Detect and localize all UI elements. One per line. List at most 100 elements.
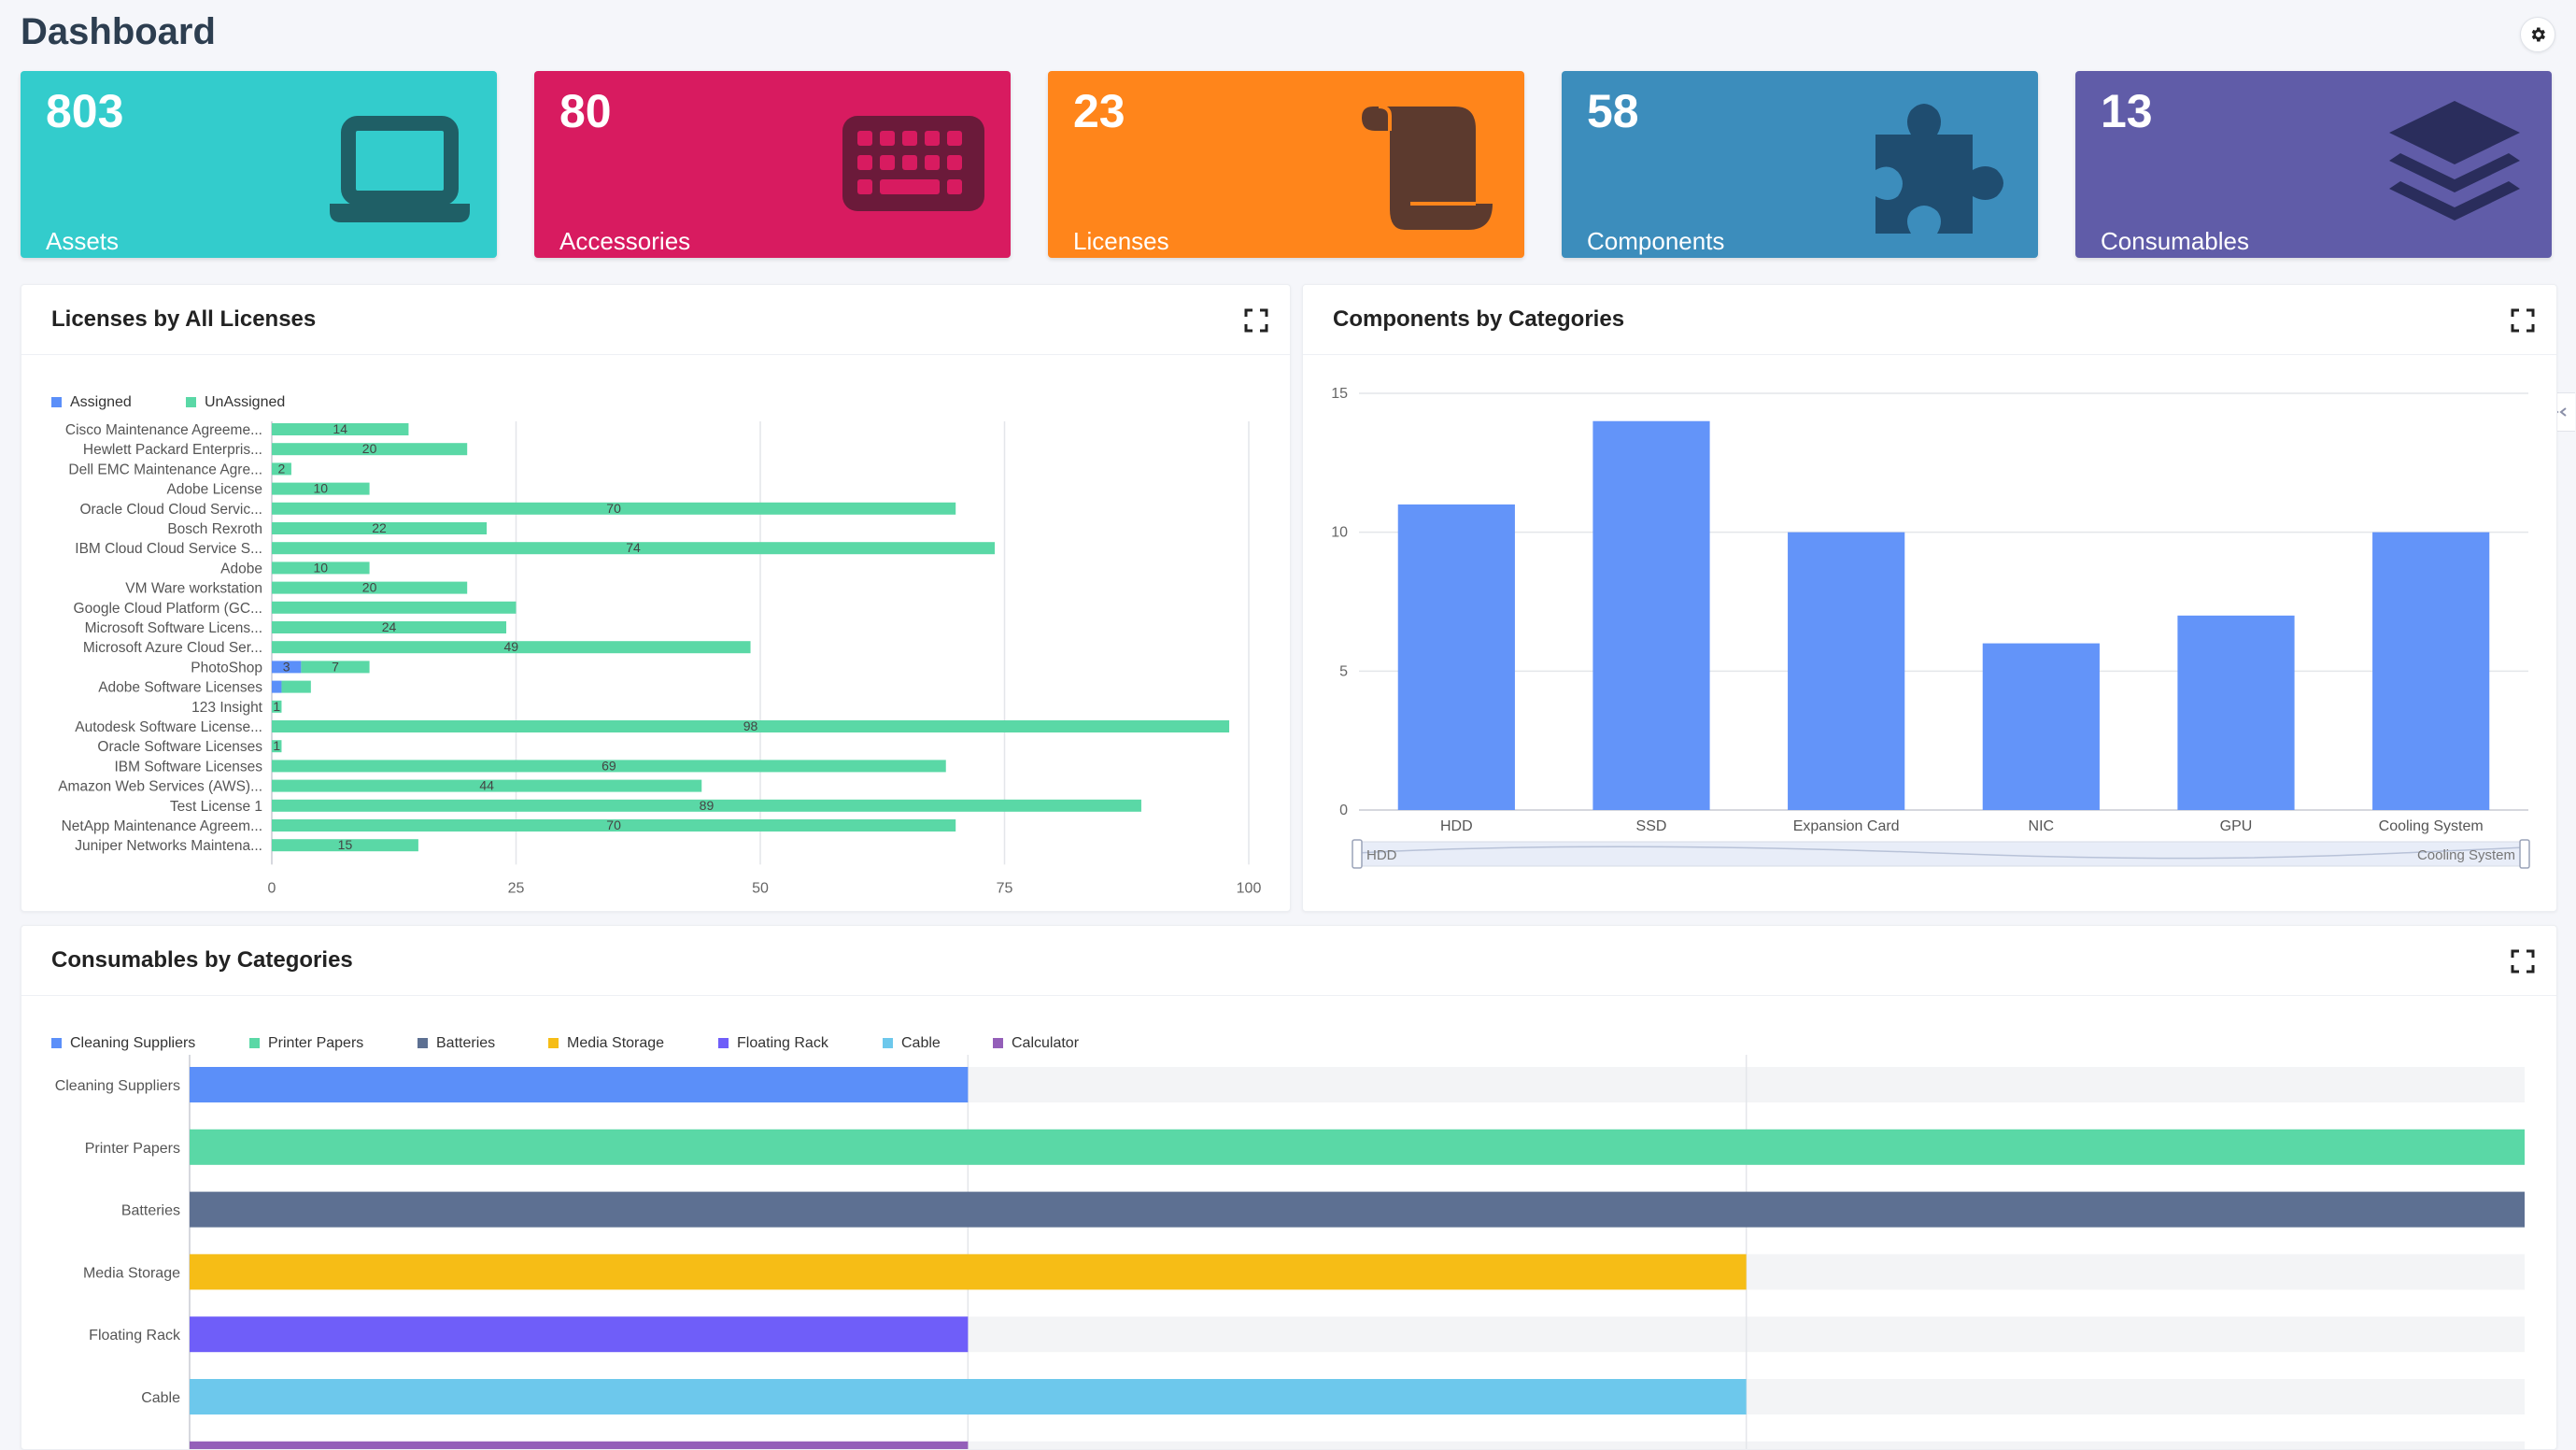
- stat-value: 80: [559, 85, 612, 137]
- expand-icon[interactable]: [1243, 307, 1269, 334]
- data-label: 70: [606, 817, 621, 832]
- category-label: Oracle Software Licenses: [97, 739, 262, 755]
- data-label: 22: [372, 520, 387, 535]
- panel-title: Licenses by All Licenses: [51, 306, 317, 332]
- data-label: 14: [333, 421, 347, 436]
- category-label: 123 Insight: [191, 700, 263, 716]
- page-title: Dashboard: [21, 11, 216, 52]
- settings-button[interactable]: [2520, 17, 2555, 52]
- panel-title: Consumables by Categories: [51, 947, 353, 973]
- stat-card-assets[interactable]: 803 Assets: [21, 71, 497, 258]
- bar-unassigned: [272, 601, 517, 614]
- bar-unassigned: [272, 423, 409, 435]
- bar-assigned: [272, 680, 282, 693]
- bar: [1982, 643, 2100, 810]
- category-label: IBM Cloud Cloud Service S...: [75, 541, 262, 557]
- y-tick-label: 0: [1339, 803, 1348, 818]
- category-label: Printer Papers: [85, 1141, 180, 1157]
- x-tick-label: SSD: [1636, 818, 1667, 834]
- category-label: Batteries: [121, 1203, 180, 1219]
- zoom-slider-handle-start[interactable]: [1352, 839, 1363, 869]
- x-tick-label: 50: [752, 880, 769, 896]
- data-label: 24: [382, 619, 397, 634]
- bar-unassigned: [272, 621, 507, 633]
- data-label: 10: [314, 560, 329, 575]
- stat-card-components[interactable]: 58 Components: [1562, 71, 2038, 258]
- stat-value: 23: [1073, 85, 1125, 137]
- stat-label: Consumables: [2101, 227, 2249, 255]
- stat-value: 13: [2101, 85, 2153, 137]
- expand-icon[interactable]: [2510, 948, 2536, 974]
- consumables-chart: Cleaning Suppliers Printer Papers Batterie…: [51, 1035, 2525, 1449]
- zoom-slider-preview: [1356, 846, 2526, 860]
- panel-header: Licenses by All Licenses: [21, 285, 1290, 355]
- category-label: Cleaning Suppliers: [55, 1078, 180, 1094]
- category-label: Adobe Software Licenses: [98, 680, 262, 696]
- stat-label: Licenses: [1073, 227, 1169, 255]
- stat-card-consumables[interactable]: 13 Consumables: [2075, 71, 2552, 258]
- components-panel: Components by Categories 0 5 10 15 HDD SSD Exp…: [1302, 284, 2557, 912]
- zoom-slider-end-label: Cooling System: [2417, 847, 2515, 863]
- data-label: 89: [700, 798, 715, 813]
- legend-swatch: [718, 1038, 729, 1048]
- legend-label: Cleaning Suppliers: [70, 1035, 195, 1051]
- stat-label: Accessories: [559, 227, 691, 255]
- category-label: Autodesk Software License...: [75, 719, 262, 735]
- category-label: Hewlett Packard Enterpris...: [83, 442, 262, 458]
- legend-swatch: [883, 1038, 893, 1048]
- category-label: Microsoft Software Licens...: [85, 620, 262, 636]
- x-tick-label: 25: [508, 880, 525, 896]
- expand-icon[interactable]: [2510, 307, 2536, 334]
- data-label: 2: [278, 461, 286, 476]
- category-label: Amazon Web Services (AWS)...: [58, 779, 262, 795]
- bar-unassigned: [272, 502, 956, 515]
- data-label: 49: [503, 639, 518, 654]
- bar: [2177, 615, 2295, 810]
- bar: [190, 1254, 1747, 1290]
- bar: [190, 1191, 2525, 1228]
- bar-unassigned: [272, 562, 370, 575]
- category-label: IBM Software Licenses: [114, 759, 262, 775]
- bar-unassigned: [272, 522, 488, 534]
- category-label: Microsoft Azure Cloud Ser...: [83, 640, 262, 656]
- category-label: Cisco Maintenance Agreeme...: [65, 422, 262, 438]
- legend-label: Printer Papers: [268, 1035, 363, 1051]
- data-label: 15: [338, 837, 353, 852]
- data-label: 10: [314, 481, 329, 496]
- data-label: 44: [479, 778, 494, 793]
- licenses-chart: Assigned UnAssigned 0 25 50 75 100 Cisco Mainte…: [51, 394, 1261, 896]
- stat-value: 803: [46, 85, 124, 137]
- x-tick-label: HDD: [1440, 818, 1473, 834]
- bar-unassigned: [272, 700, 282, 713]
- bar-unassigned: [272, 819, 956, 832]
- data-label: 20: [362, 441, 377, 456]
- bar-unassigned: [272, 581, 468, 594]
- category-label: Test License 1: [170, 799, 262, 815]
- bar-unassigned: [272, 740, 282, 753]
- layers-icon: [2389, 101, 2520, 220]
- legend-swatch: [993, 1038, 1003, 1048]
- data-label: 74: [626, 540, 641, 555]
- legend-swatch: [548, 1038, 559, 1048]
- bar: [1592, 420, 1710, 810]
- category-label: NetApp Maintenance Agreem...: [62, 818, 262, 834]
- legend-swatch: [418, 1038, 428, 1048]
- bar: [2372, 532, 2490, 810]
- category-label: Juniper Networks Maintena...: [75, 838, 262, 854]
- laptop-icon: [330, 116, 470, 222]
- keyboard-icon: [842, 116, 984, 211]
- data-label: 1: [273, 699, 280, 714]
- y-tick-label: 10: [1331, 525, 1348, 541]
- category-label: Floating Rack: [89, 1328, 181, 1343]
- stat-card-licenses[interactable]: 23 Licenses: [1048, 71, 1524, 258]
- x-tick-label: Expansion Card: [1793, 818, 1900, 834]
- stat-card-accessories[interactable]: 80 Accessories: [534, 71, 1011, 258]
- scroll-icon: [1362, 105, 1493, 230]
- legend-swatch: [51, 397, 62, 407]
- category-label: Oracle Cloud Cloud Servic...: [79, 502, 262, 518]
- data-label: 7: [332, 659, 339, 674]
- legend-swatch: [186, 397, 196, 407]
- legend-label: Cable: [901, 1035, 941, 1051]
- zoom-slider-handle-end[interactable]: [2519, 839, 2530, 869]
- bar-unassigned: [272, 760, 946, 773]
